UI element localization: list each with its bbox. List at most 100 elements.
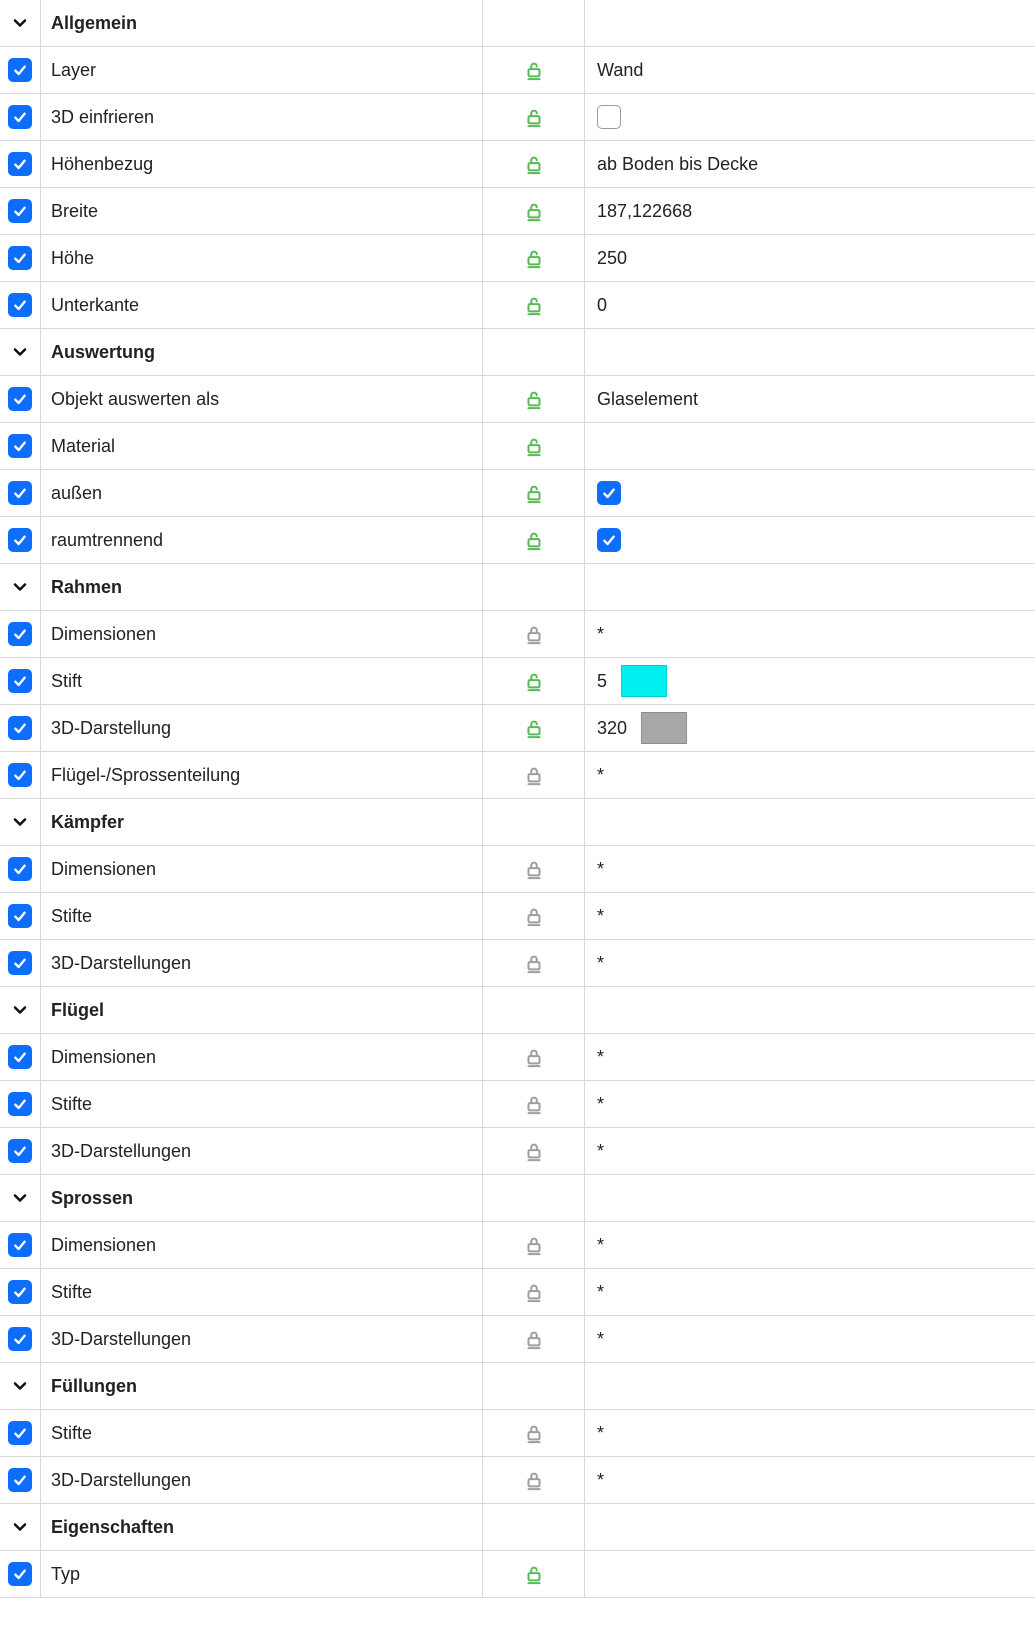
value-cell [585,799,1035,845]
row-enable-checkbox[interactable] [8,1045,32,1069]
row-enable-checkbox[interactable] [8,622,32,646]
row-enable-checkbox[interactable] [8,1562,32,1586]
section-header-row: Sprossen [0,1175,1035,1222]
row-enable-checkbox[interactable] [8,434,32,458]
lock-icon[interactable] [523,764,545,786]
value-checkbox[interactable] [597,105,621,129]
lock-icon[interactable] [523,1328,545,1350]
row-enable-checkbox[interactable] [8,105,32,129]
value-cell[interactable]: * [585,1457,1035,1503]
unlock-icon[interactable] [523,59,545,81]
row-enable-checkbox[interactable] [8,763,32,787]
row-enable-checkbox[interactable] [8,481,32,505]
value-cell[interactable]: * [585,1269,1035,1315]
value-cell[interactable]: Wand [585,47,1035,93]
value-cell[interactable]: * [585,893,1035,939]
row-enable-checkbox[interactable] [8,669,32,693]
row-enable-checkbox[interactable] [8,951,32,975]
chevron-down-icon[interactable] [10,1376,30,1396]
row-enable-checkbox[interactable] [8,1421,32,1445]
chevron-down-icon[interactable] [10,342,30,362]
lock-icon[interactable] [523,1093,545,1115]
unlock-icon[interactable] [523,435,545,457]
color-swatch[interactable] [641,712,687,744]
value-cell[interactable]: * [585,1222,1035,1268]
row-enable-checkbox[interactable] [8,387,32,411]
row-enable-checkbox[interactable] [8,246,32,270]
row-enable-checkbox[interactable] [8,58,32,82]
value-cell[interactable]: * [585,1128,1035,1174]
lock-icon[interactable] [523,1422,545,1444]
row-enable-checkbox[interactable] [8,904,32,928]
row-enable-checkbox[interactable] [8,152,32,176]
lock-icon[interactable] [523,1140,545,1162]
unlock-icon[interactable] [523,106,545,128]
value-cell[interactable]: 250 [585,235,1035,281]
lock-icon[interactable] [523,952,545,974]
lock-icon[interactable] [523,858,545,880]
row-enable-checkbox[interactable] [8,1233,32,1257]
value-cell[interactable] [585,470,1035,516]
value-cell[interactable]: * [585,940,1035,986]
section-header-row: Allgemein [0,0,1035,47]
color-swatch[interactable] [621,665,667,697]
unlock-icon[interactable] [523,200,545,222]
unlock-icon[interactable] [523,1563,545,1585]
value-cell[interactable]: ab Boden bis Decke [585,141,1035,187]
lock-icon[interactable] [523,1046,545,1068]
value-cell[interactable]: 0 [585,282,1035,328]
unlock-icon[interactable] [523,294,545,316]
chevron-down-icon[interactable] [10,812,30,832]
unlock-icon[interactable] [523,247,545,269]
unlock-icon[interactable] [523,717,545,739]
chevron-down-icon[interactable] [10,1188,30,1208]
value-cell[interactable]: * [585,1081,1035,1127]
chevron-down-icon[interactable] [10,1000,30,1020]
unlock-icon[interactable] [523,482,545,504]
value-cell[interactable] [585,94,1035,140]
property-label: außen [51,483,102,504]
row-enable-checkbox[interactable] [8,1139,32,1163]
row-enable-checkbox[interactable] [8,528,32,552]
lock-icon[interactable] [523,623,545,645]
value-cell[interactable] [585,423,1035,469]
row-enable-checkbox[interactable] [8,716,32,740]
value-cell[interactable]: 187,122668 [585,188,1035,234]
property-row: Stifte* [0,1081,1035,1128]
section-header-row: Auswertung [0,329,1035,376]
row-indicator-cell [0,1551,41,1597]
value-cell[interactable]: * [585,846,1035,892]
value-cell[interactable] [585,1551,1035,1597]
unlock-icon[interactable] [523,388,545,410]
value-cell[interactable]: * [585,1034,1035,1080]
unlock-icon[interactable] [523,529,545,551]
row-enable-checkbox[interactable] [8,1327,32,1351]
chevron-down-icon[interactable] [10,1517,30,1537]
row-enable-checkbox[interactable] [8,1280,32,1304]
lock-icon[interactable] [523,1469,545,1491]
property-row: Flügel-/Sprossenteilung* [0,752,1035,799]
row-enable-checkbox[interactable] [8,1092,32,1116]
value-cell[interactable]: 5 [585,658,1035,704]
unlock-icon[interactable] [523,153,545,175]
value-cell[interactable]: * [585,611,1035,657]
value-cell[interactable] [585,517,1035,563]
value-checkbox[interactable] [597,481,621,505]
value-cell[interactable]: 320 [585,705,1035,751]
row-enable-checkbox[interactable] [8,857,32,881]
lock-icon[interactable] [523,1281,545,1303]
value-cell[interactable]: * [585,1316,1035,1362]
section-header-row: Rahmen [0,564,1035,611]
value-cell[interactable]: * [585,1410,1035,1456]
row-enable-checkbox[interactable] [8,1468,32,1492]
lock-icon[interactable] [523,1234,545,1256]
row-enable-checkbox[interactable] [8,293,32,317]
value-cell[interactable]: * [585,752,1035,798]
value-checkbox[interactable] [597,528,621,552]
row-enable-checkbox[interactable] [8,199,32,223]
chevron-down-icon[interactable] [10,13,30,33]
value-cell[interactable]: Glaselement [585,376,1035,422]
unlock-icon[interactable] [523,670,545,692]
lock-icon[interactable] [523,905,545,927]
chevron-down-icon[interactable] [10,577,30,597]
